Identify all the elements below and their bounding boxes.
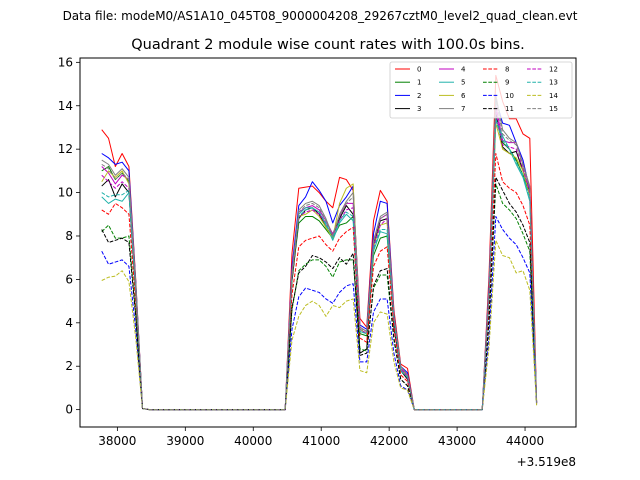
legend-label-0: 0 [417,66,421,74]
legend-label-4: 4 [461,66,466,74]
legend-label-8: 8 [505,66,509,74]
x-tick-label: 44000 [506,434,544,448]
y-axis: 0 2 4 6 8 10 12 14 16 [58,55,80,417]
y-tick-label: 6 [65,272,73,286]
legend-label-6: 6 [461,92,466,100]
y-tick-label: 4 [65,316,73,330]
legend-label-10: 10 [505,92,514,100]
x-tick-label: 43000 [438,434,476,448]
y-tick-label: 10 [58,186,73,200]
x-tick-label: 38000 [98,434,136,448]
legend-box [389,61,573,119]
legend-label-2: 2 [417,92,421,100]
legend-label-12: 12 [549,66,558,74]
plot-frame [79,57,577,428]
legend-label-14: 14 [549,92,558,100]
x-tick-label: 40000 [234,434,272,448]
y-tick-label: 14 [58,99,73,113]
legend-label-13: 13 [549,79,558,87]
legend-label-5: 5 [461,79,465,87]
x-offset-label: +3.519e8 [517,455,576,469]
chart-title: Quadrant 2 module wise count rates with … [131,37,525,53]
legend-label-9: 9 [505,79,509,87]
x-tick-label: 41000 [302,434,340,448]
chart-suptitle: Data file: modeM0/AS1A10_045T08_90000042… [63,9,578,23]
y-tick-label: 0 [65,403,73,417]
x-tick-label: 42000 [370,434,408,448]
y-tick-label: 2 [65,359,73,373]
legend-label-15: 15 [549,105,558,113]
legend-label-11: 11 [505,105,514,113]
y-tick-label: 16 [58,55,73,69]
series-layer [101,74,538,411]
x-tick-label: 39000 [166,434,204,448]
legend-label-7: 7 [461,105,465,113]
legend-label-1: 1 [417,79,421,87]
y-tick-label: 12 [58,142,73,156]
x-axis: 38000 39000 40000 41000 42000 43000 44000 [98,427,544,448]
y-tick-label: 8 [65,229,73,243]
legend-label-3: 3 [417,105,421,113]
series-line-15 [101,98,538,411]
